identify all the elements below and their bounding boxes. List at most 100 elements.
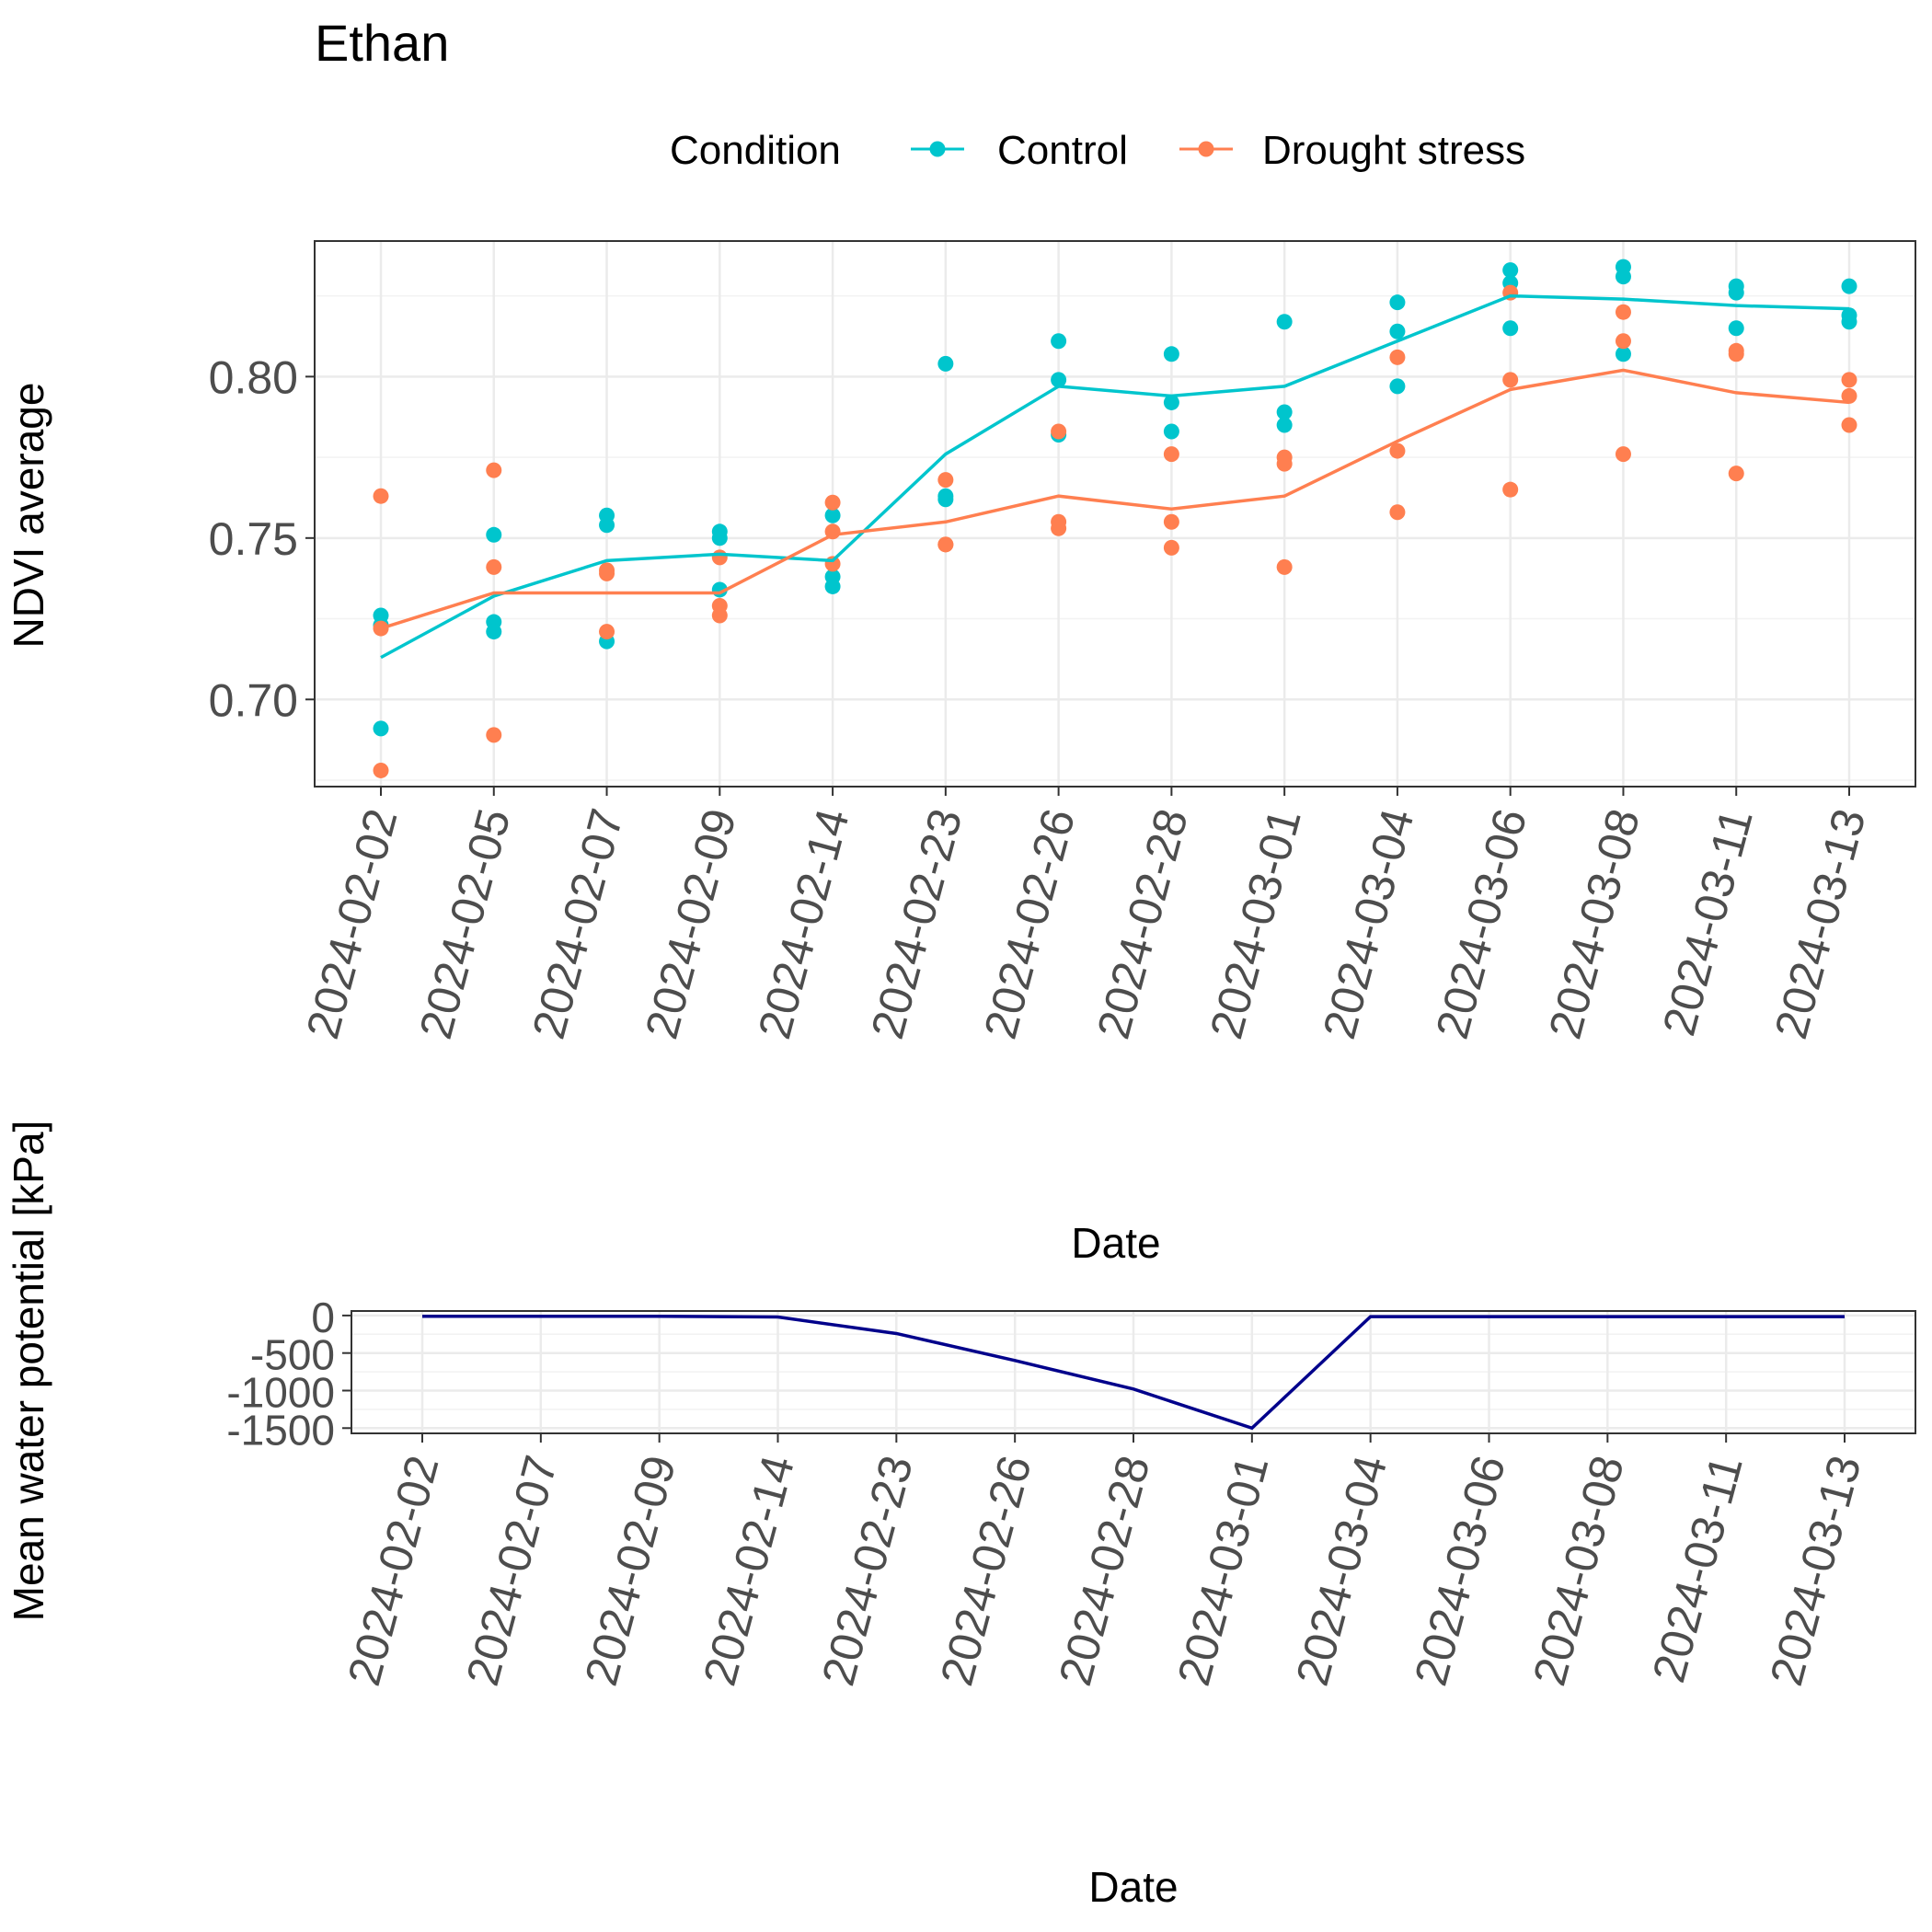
ndvi-point-control — [711, 530, 728, 546]
water-x-tick-label: 2024-03-08 — [1524, 1450, 1634, 1691]
ndvi-point-drought — [1841, 417, 1857, 433]
ndvi-point-control — [1841, 278, 1857, 294]
ndvi-x-tick-label: 2024-02-02 — [296, 803, 407, 1044]
ndvi-x-tick-label: 2024-02-05 — [409, 803, 520, 1044]
water-panel-border — [351, 1310, 1916, 1434]
ndvi-point-control — [1389, 378, 1406, 395]
ndvi-point-drought — [711, 607, 728, 624]
legend-key-control — [911, 141, 964, 157]
legend: Condition Control Drought stress — [670, 128, 1525, 173]
ndvi-point-drought — [486, 462, 502, 478]
ndvi-x-tick-label: 2024-02-23 — [861, 803, 972, 1044]
ndvi-point-control — [1051, 372, 1067, 388]
water-y-tick-label: -1500 — [226, 1406, 335, 1454]
ndvi-point-drought — [1163, 513, 1179, 530]
ndvi-point-drought — [1728, 466, 1744, 482]
ndvi-x-tick-label: 2024-03-08 — [1539, 803, 1650, 1044]
ndvi-point-drought — [711, 549, 728, 566]
ndvi-x-tick-label: 2024-03-01 — [1200, 803, 1310, 1044]
water-x-tick-label: 2024-02-09 — [575, 1450, 685, 1691]
ndvi-point-control — [1841, 314, 1857, 330]
water-y-tick-label: 0 — [311, 1294, 335, 1341]
ndvi-point-drought — [824, 494, 841, 511]
legend-title: Condition — [670, 128, 841, 173]
ndvi-point-drought — [824, 556, 841, 572]
ndvi-point-control — [1276, 314, 1293, 330]
ndvi-x-tick-label: 2024-02-07 — [523, 803, 633, 1044]
ndvi-point-drought — [1276, 455, 1293, 472]
ndvi-point-drought — [1163, 446, 1179, 463]
ndvi-point-drought — [1163, 539, 1179, 556]
ndvi-point-drought — [937, 472, 954, 489]
ndvi-point-control — [824, 507, 841, 523]
ndvi-point-drought — [1728, 346, 1744, 362]
ndvi-point-drought — [1615, 304, 1631, 320]
ndvi-point-control — [1615, 269, 1631, 285]
legend-key-drought — [1179, 141, 1233, 157]
ndvi-point-drought — [599, 565, 615, 581]
water-x-tick-label: 2024-02-07 — [456, 1450, 567, 1691]
legend-key-control-dot — [929, 141, 946, 157]
ndvi-point-drought — [1502, 481, 1519, 498]
chart-title: Ethan — [315, 14, 449, 72]
ndvi-point-drought — [1615, 333, 1631, 350]
legend-label-drought: Drought stress — [1262, 128, 1525, 173]
ndvi-y-tick-label: 0.70 — [209, 674, 298, 726]
ndvi-x-tick-label: 2024-03-11 — [1653, 803, 1763, 1041]
ndvi-point-control — [486, 526, 502, 543]
ndvi-point-drought — [1841, 387, 1857, 404]
water-x-tick-label: 2024-03-06 — [1405, 1450, 1515, 1691]
ndvi-point-control — [937, 491, 954, 508]
water-potential-line — [422, 1314, 1845, 1431]
ndvi-point-drought — [1051, 520, 1067, 536]
ndvi-point-drought — [373, 488, 389, 504]
ndvi-point-control — [1502, 320, 1519, 337]
ndvi-x-tick-label: 2024-03-06 — [1426, 803, 1536, 1044]
water-y-tick-label: -500 — [250, 1331, 335, 1379]
water-x-tick-label: 2024-03-11 — [1642, 1450, 1752, 1687]
ndvi-point-control — [1163, 423, 1179, 440]
ndvi-point-control — [1728, 284, 1744, 301]
ndvi-point-drought — [599, 624, 615, 640]
ndvi-point-control — [373, 720, 389, 737]
ndvi-point-control — [486, 624, 502, 640]
ndvi-point-control — [937, 355, 954, 372]
ndvi-point-drought — [1389, 349, 1406, 365]
water-y-axis-title: Mean water potential [kPa] — [5, 1121, 52, 1622]
ndvi-point-control — [824, 578, 841, 594]
ndvi-x-tick-label: 2024-02-09 — [636, 803, 746, 1044]
ndvi-point-control — [1163, 394, 1179, 410]
ndvi-point-control — [599, 517, 615, 534]
ndvi-point-control — [1502, 262, 1519, 279]
ndvi-mean-line-drought — [380, 368, 1850, 630]
water-x-tick-label: 2024-03-13 — [1760, 1450, 1870, 1691]
ndvi-point-control — [1728, 320, 1744, 337]
ndvi-point-control — [1276, 404, 1293, 420]
water-x-tick-label: 2024-03-01 — [1167, 1450, 1278, 1691]
ndvi-point-drought — [486, 558, 502, 575]
ndvi-point-drought — [937, 536, 954, 553]
water-x-tick-label: 2024-03-04 — [1286, 1450, 1397, 1691]
ndvi-y-tick-label: 0.75 — [209, 513, 298, 565]
ndvi-point-control — [1389, 323, 1406, 339]
ndvi-point-drought — [373, 762, 389, 778]
water-x-tick-label: 2024-02-28 — [1049, 1450, 1159, 1691]
ndvi-point-control — [1163, 346, 1179, 362]
ndvi-x-tick-label: 2024-02-26 — [974, 803, 1085, 1044]
legend-label-control: Control — [997, 128, 1128, 173]
ndvi-x-tick-label: 2024-02-28 — [1087, 803, 1198, 1044]
ndvi-point-control — [1615, 346, 1631, 362]
ndvi-point-drought — [1615, 446, 1631, 463]
ndvi-y-tick-label: 0.80 — [209, 351, 298, 403]
ndvi-point-drought — [486, 727, 502, 743]
ndvi-y-axis-title: NDVI average — [5, 383, 52, 649]
ndvi-point-control — [1389, 294, 1406, 311]
ndvi-point-drought — [1051, 423, 1067, 440]
ndvi-point-drought — [1841, 372, 1857, 388]
ndvi-point-control — [1276, 417, 1293, 433]
ndvi-x-tick-label: 2024-02-14 — [748, 803, 858, 1044]
ndvi-point-drought — [1502, 372, 1519, 388]
